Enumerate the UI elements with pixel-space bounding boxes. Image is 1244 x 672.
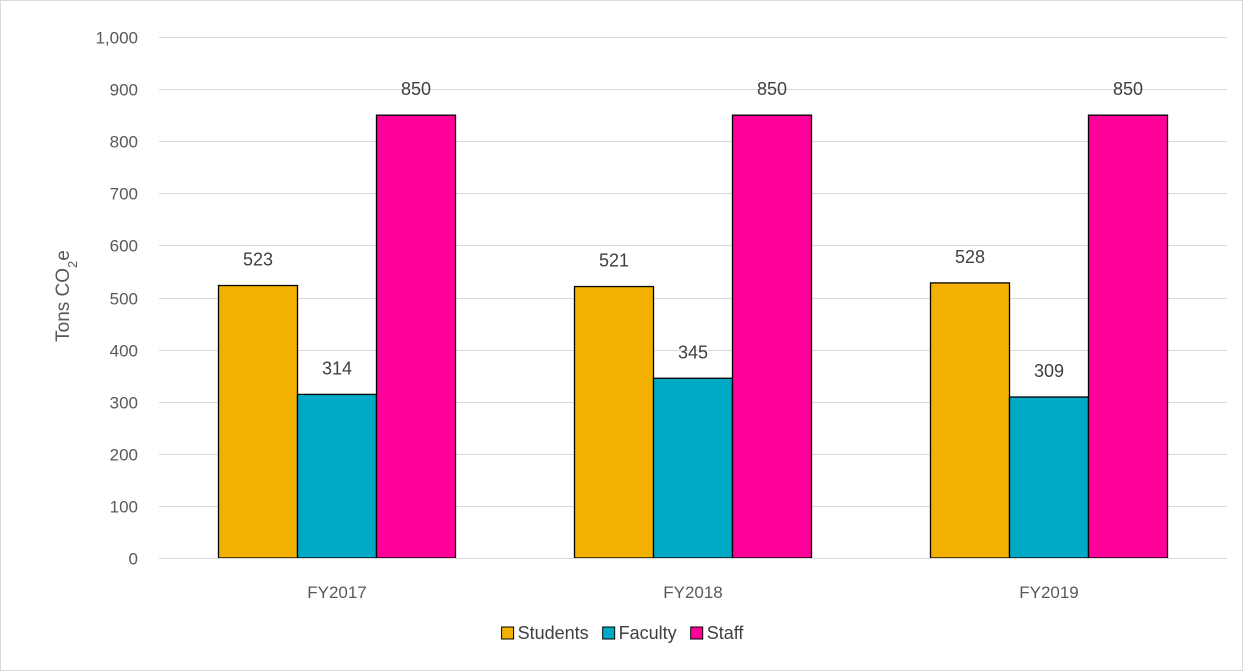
y-axis-title-main: Tons CO <box>53 268 74 342</box>
legend-item-faculty: Faculty <box>602 623 677 643</box>
data-label: 850 <box>401 79 431 99</box>
bar-students-fy2019 <box>929 282 1011 559</box>
y-axis-title-suffix: e <box>53 250 74 261</box>
y-tick-label: 1,000 <box>95 29 138 48</box>
bar-faculty-fy2019 <box>1008 396 1090 559</box>
y-tick-label: 0 <box>129 550 138 569</box>
bar-faculty-fy2017 <box>296 393 378 559</box>
data-labels: 523 314 850 521 345 850 528 309 850 <box>243 79 1143 381</box>
bar-staff-fy2019 <box>1087 114 1169 559</box>
y-tick-label: 200 <box>110 446 138 465</box>
data-label: 345 <box>678 342 708 362</box>
legend-swatch <box>602 626 616 640</box>
y-tick-label: 300 <box>110 394 138 413</box>
y-axis-title-subscript: 2 <box>65 261 80 268</box>
legend-label: Staff <box>707 623 745 643</box>
y-tick-label: 800 <box>110 133 138 152</box>
y-tick-label: 900 <box>110 81 138 100</box>
legend-label: Faculty <box>619 623 677 643</box>
bars <box>217 114 1169 559</box>
y-axis-ticks: 0 100 200 300 400 500 600 700 800 900 1,000 <box>95 29 138 569</box>
y-tick-label: 400 <box>110 342 138 361</box>
y-tick-label: 500 <box>110 290 138 309</box>
y-tick-label: 700 <box>110 185 138 204</box>
legend-item-staff: Staff <box>690 623 745 643</box>
data-label: 309 <box>1034 361 1064 381</box>
data-label: 314 <box>322 358 352 378</box>
data-label: 850 <box>1113 79 1143 99</box>
x-tick-label: FY2019 <box>1019 583 1079 602</box>
data-label: 523 <box>243 250 273 270</box>
bar-staff-fy2017 <box>375 114 457 559</box>
data-label: 521 <box>599 251 629 271</box>
legend: Students Faculty Staff <box>501 623 745 643</box>
x-axis-ticks: FY2017 FY2018 FY2019 <box>307 583 1079 602</box>
legend-swatch <box>690 626 704 640</box>
legend-label: Students <box>518 623 589 643</box>
bar-students-fy2017 <box>217 284 299 559</box>
bar-staff-fy2018 <box>731 114 813 559</box>
x-tick-label: FY2018 <box>663 583 723 602</box>
y-tick-label: 100 <box>110 498 138 517</box>
data-label: 528 <box>955 247 985 267</box>
bar-faculty-fy2018 <box>652 377 734 559</box>
data-label: 850 <box>757 79 787 99</box>
bar-students-fy2018 <box>573 285 655 559</box>
x-tick-label: FY2017 <box>307 583 367 602</box>
legend-swatch <box>501 626 515 640</box>
legend-item-students: Students <box>501 623 589 643</box>
y-axis-title: Tons CO2e <box>53 250 80 342</box>
y-tick-label: 600 <box>110 237 138 256</box>
